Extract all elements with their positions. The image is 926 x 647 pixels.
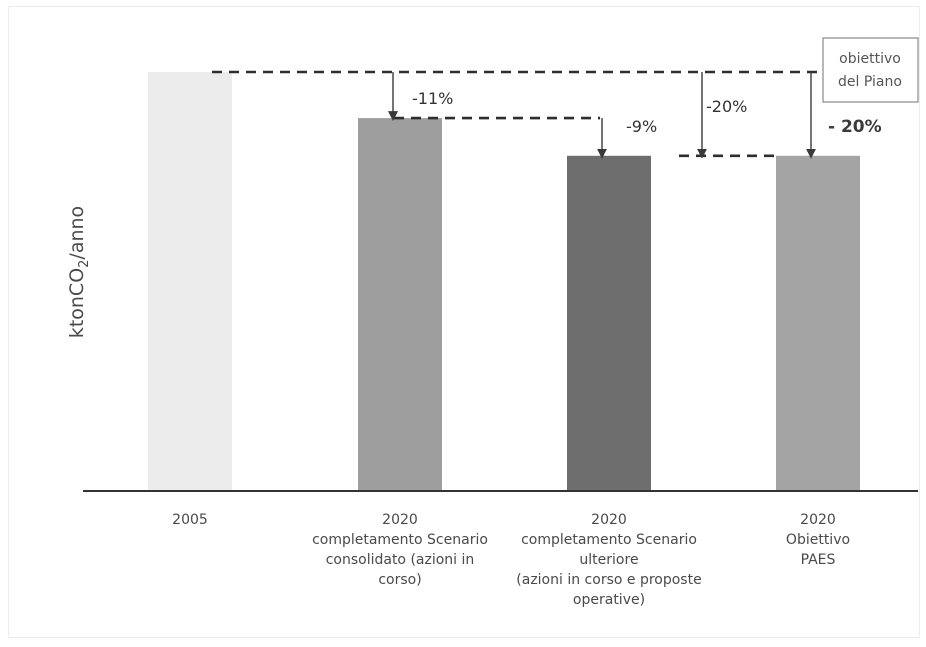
x-tick-label-2: 2020 completamento Scenario ulteriore (azio…: [516, 512, 701, 608]
target-box-line-2: del Piano: [838, 74, 902, 90]
reduction-label-2: -20%: [706, 97, 747, 116]
y-axis-label: ktonCO2/anno: [66, 206, 92, 338]
chart-frame: [8, 6, 920, 638]
target-box-border: [822, 37, 919, 103]
bar-1: [358, 118, 442, 491]
bar-2: [567, 155, 651, 492]
reduction-label-3: - 20%: [828, 117, 882, 137]
bars-group: [148, 72, 860, 492]
reduction-label-0: -11%: [412, 89, 453, 108]
x-tick-label-3: 2020 Obiettivo PAES: [786, 512, 850, 568]
x-axis-labels: 2005 2020 completamento Scenario consolidat…: [172, 512, 850, 608]
x-tick-label-1: 2020 completamento Scenario consolidato (a…: [312, 512, 488, 588]
target-box: obiettivo del Piano: [822, 37, 919, 103]
bar-3: [776, 155, 860, 492]
reduction-label-1: -9%: [626, 117, 657, 136]
connectors-group: -11% -9% -20% - 20%: [212, 70, 882, 159]
bar-0: [148, 72, 232, 491]
x-tick-label-0: 2005: [172, 512, 208, 528]
target-box-line-1: obiettivo: [839, 51, 901, 67]
